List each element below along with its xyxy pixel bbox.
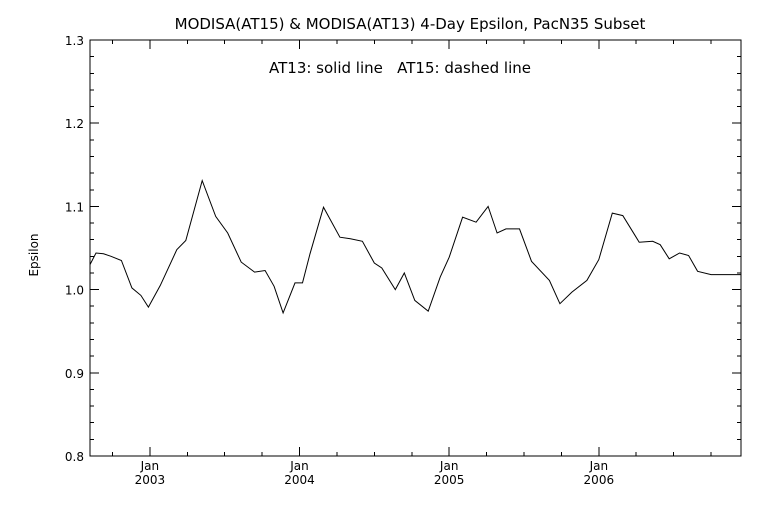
y-tick-label: 1.1 — [65, 200, 84, 214]
x-tick-month-label: Jan — [439, 459, 459, 473]
plot-area-border — [89, 39, 742, 457]
x-tick-year-label: 2004 — [284, 473, 315, 487]
chart-title: MODISA(AT15) & MODISA(AT13) 4-Day Epsilo… — [175, 15, 646, 33]
y-tick-label: 0.9 — [65, 367, 84, 381]
x-tick-year-label: 2003 — [135, 473, 166, 487]
x-tick-month-label: Jan — [289, 459, 309, 473]
line-style-annotation: AT13: solid line AT15: dashed line — [269, 59, 531, 77]
x-tick-month-label: Jan — [140, 459, 160, 473]
x-tick-year-label: 2006 — [584, 473, 615, 487]
plot-frame — [89, 39, 742, 457]
x-tick-month-label: Jan — [589, 459, 609, 473]
y-tick-label: 1.0 — [65, 284, 84, 298]
series-line-solid — [89, 178, 741, 315]
y-axis-ticks: 0.8 0.9 1.0 1.1 1.2 1.3 — [65, 34, 741, 464]
series-group — [89, 178, 741, 315]
y-tick-label: 1.3 — [65, 34, 84, 48]
x-tick-year-label: 2005 — [434, 473, 465, 487]
y-axis-label: Epsilon — [27, 233, 41, 276]
y-tick-label: 0.8 — [65, 450, 84, 464]
y-tick-label: 1.2 — [65, 117, 84, 131]
